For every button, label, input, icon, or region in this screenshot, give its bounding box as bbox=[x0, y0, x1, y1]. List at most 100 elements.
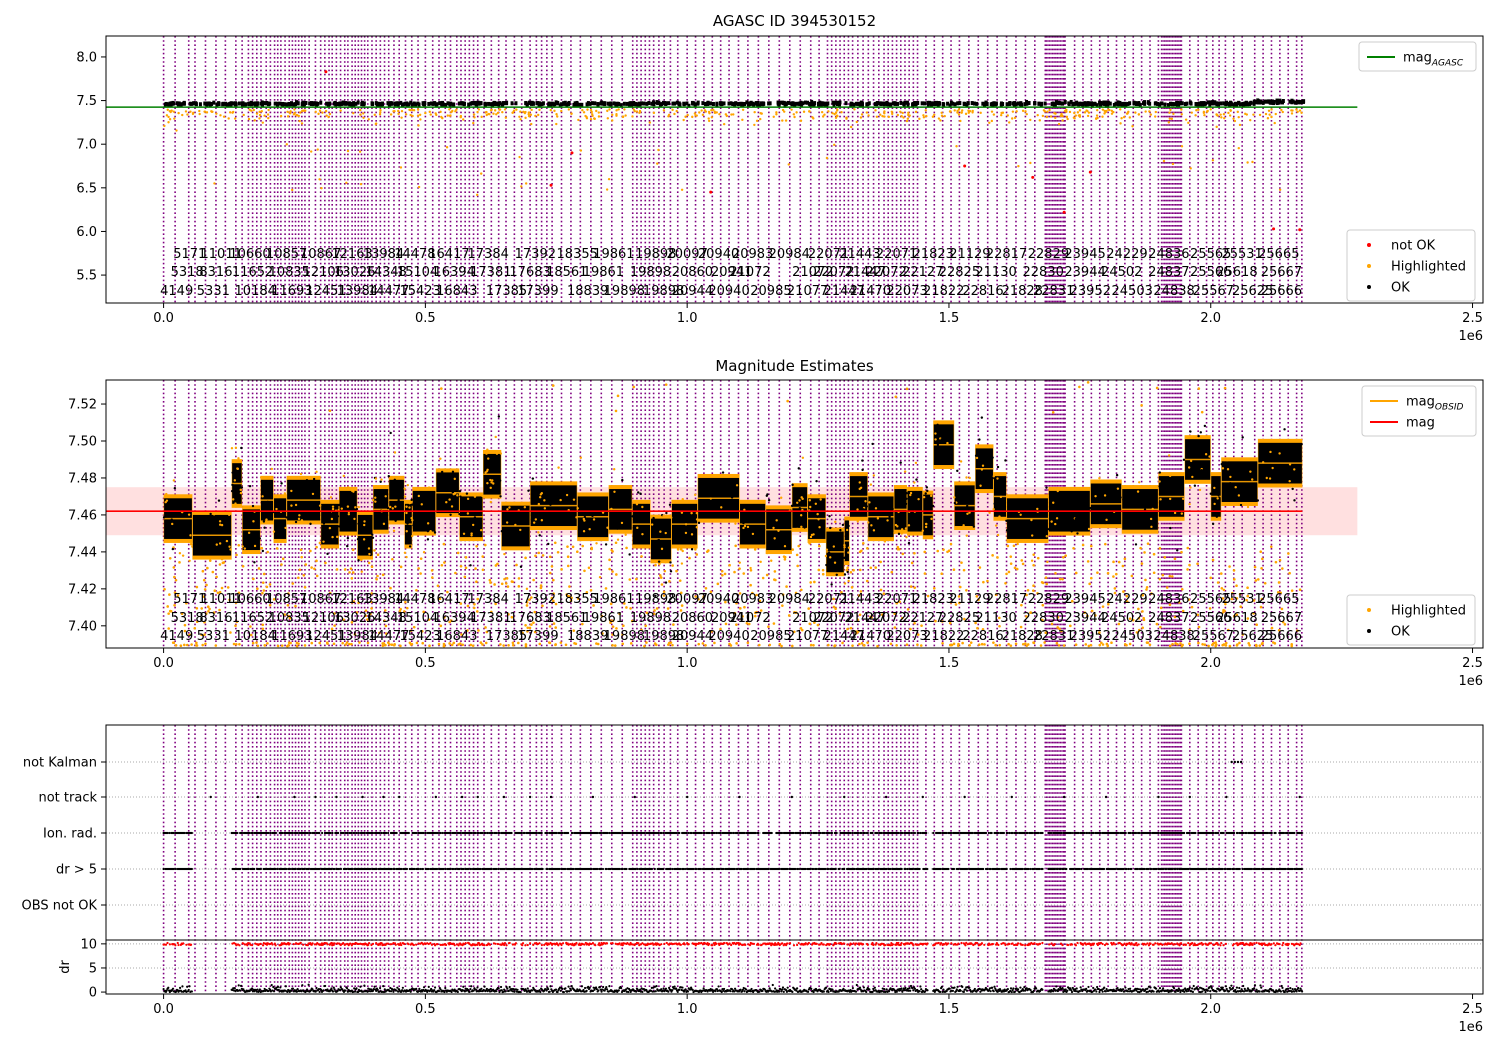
ok-point bbox=[477, 101, 481, 106]
scatter-point bbox=[248, 484, 252, 488]
highlighted-point bbox=[519, 118, 522, 121]
highlighted-point bbox=[1180, 108, 1183, 111]
highlighted-point bbox=[629, 642, 633, 645]
highlighted-point bbox=[1057, 122, 1061, 126]
flag-point bbox=[274, 831, 278, 835]
highlighted-point bbox=[288, 616, 292, 620]
ok-point bbox=[1017, 101, 1021, 106]
highlighted-point bbox=[168, 609, 172, 613]
highlighted-point bbox=[1024, 110, 1027, 113]
scatter-point bbox=[635, 502, 639, 506]
highlighted-point bbox=[288, 112, 292, 115]
highlighted-point bbox=[869, 615, 872, 619]
highlighted-point bbox=[1221, 610, 1225, 614]
highlighted-point bbox=[420, 629, 424, 633]
ok-point bbox=[658, 102, 662, 107]
highlighted-point bbox=[609, 621, 612, 625]
highlighted-point bbox=[504, 582, 508, 585]
highlighted-point bbox=[1252, 113, 1255, 116]
highlighted-point bbox=[628, 578, 632, 581]
ok-point bbox=[1253, 100, 1257, 105]
highlighted-point bbox=[794, 591, 798, 595]
highlighted-point bbox=[206, 566, 209, 570]
scatter-point bbox=[803, 526, 806, 529]
scatter-point bbox=[489, 500, 493, 504]
ok-point bbox=[501, 102, 505, 107]
highlighted-point bbox=[821, 572, 825, 576]
highlighted-point bbox=[183, 629, 187, 633]
flag-point bbox=[353, 831, 356, 835]
highlighted-point bbox=[1087, 111, 1091, 114]
ok-point bbox=[933, 101, 937, 106]
obsid-label: 21072 bbox=[729, 265, 770, 280]
ok-point bbox=[989, 102, 993, 107]
highlighted-point bbox=[679, 591, 683, 595]
ok-point bbox=[192, 101, 196, 106]
scatter-point bbox=[972, 525, 976, 528]
scatter-point bbox=[231, 483, 234, 487]
highlighted-point bbox=[963, 617, 966, 621]
highlighted-point bbox=[409, 643, 413, 646]
highlighted-point bbox=[255, 112, 259, 115]
obsid-label: 22073 bbox=[886, 284, 927, 299]
highlighted-point bbox=[525, 604, 529, 607]
highlighted-point bbox=[475, 580, 478, 584]
scatter-point bbox=[252, 520, 255, 523]
scatter-point bbox=[374, 477, 378, 480]
scatter-point bbox=[299, 472, 303, 476]
highlighted-point bbox=[1083, 111, 1087, 114]
obsid-label: 21822 bbox=[923, 284, 964, 299]
highlighted-point bbox=[234, 601, 238, 604]
highlighted-point bbox=[607, 177, 611, 181]
scatter-point bbox=[681, 498, 684, 501]
highlighted-point bbox=[891, 112, 894, 116]
panel-1-frame bbox=[105, 35, 1484, 304]
obsid-label: 16843 bbox=[436, 284, 477, 299]
highlighted-point bbox=[416, 114, 420, 117]
highlighted-point bbox=[567, 595, 571, 598]
highlighted-point bbox=[1244, 112, 1247, 116]
highlighted-point bbox=[297, 642, 300, 645]
highlighted-point bbox=[831, 111, 834, 115]
obsid-label: 22127 bbox=[902, 265, 943, 280]
obsid-label: 19898 bbox=[643, 629, 684, 644]
scatter-point bbox=[1070, 530, 1073, 533]
obsid-label: 22072 bbox=[865, 265, 906, 280]
highlighted-point bbox=[992, 641, 995, 644]
highlighted-point bbox=[367, 561, 371, 565]
highlighted-point bbox=[397, 112, 400, 116]
ok-point bbox=[1124, 102, 1128, 107]
flag-point bbox=[1060, 831, 1063, 835]
ok-point bbox=[255, 101, 259, 106]
highlighted-point bbox=[703, 109, 707, 112]
scatter-point bbox=[234, 484, 238, 488]
highlighted-point bbox=[267, 116, 270, 120]
highlighted-point bbox=[166, 108, 169, 111]
highlighted-point bbox=[216, 591, 220, 595]
highlighted-point bbox=[712, 108, 715, 112]
highlighted-point bbox=[1168, 644, 1172, 648]
scatter-point bbox=[843, 573, 847, 576]
highlighted-point bbox=[1277, 581, 1281, 584]
flag-point bbox=[240, 831, 244, 835]
highlighted-point bbox=[528, 598, 531, 602]
highlighted-point bbox=[195, 644, 198, 647]
highlighted-point bbox=[820, 110, 824, 114]
highlighted-point bbox=[412, 625, 416, 629]
scatter-point bbox=[1046, 560, 1049, 564]
highlighted-point bbox=[793, 115, 796, 119]
highlighted-point bbox=[250, 109, 253, 112]
obsid-label: 17385 bbox=[486, 284, 527, 299]
ok-point bbox=[786, 100, 790, 105]
scatter-point bbox=[880, 526, 883, 530]
y-tick-label: 5.5 bbox=[76, 269, 97, 284]
highlighted-point bbox=[440, 115, 443, 119]
highlighted-point bbox=[534, 114, 537, 118]
highlighted-point bbox=[222, 561, 226, 564]
flag-point bbox=[306, 831, 310, 835]
scatter-point bbox=[335, 535, 339, 539]
highlighted-point bbox=[1215, 125, 1218, 129]
scatter-point bbox=[1278, 452, 1281, 455]
ok-point bbox=[1237, 101, 1241, 106]
scatter-point bbox=[795, 527, 799, 531]
